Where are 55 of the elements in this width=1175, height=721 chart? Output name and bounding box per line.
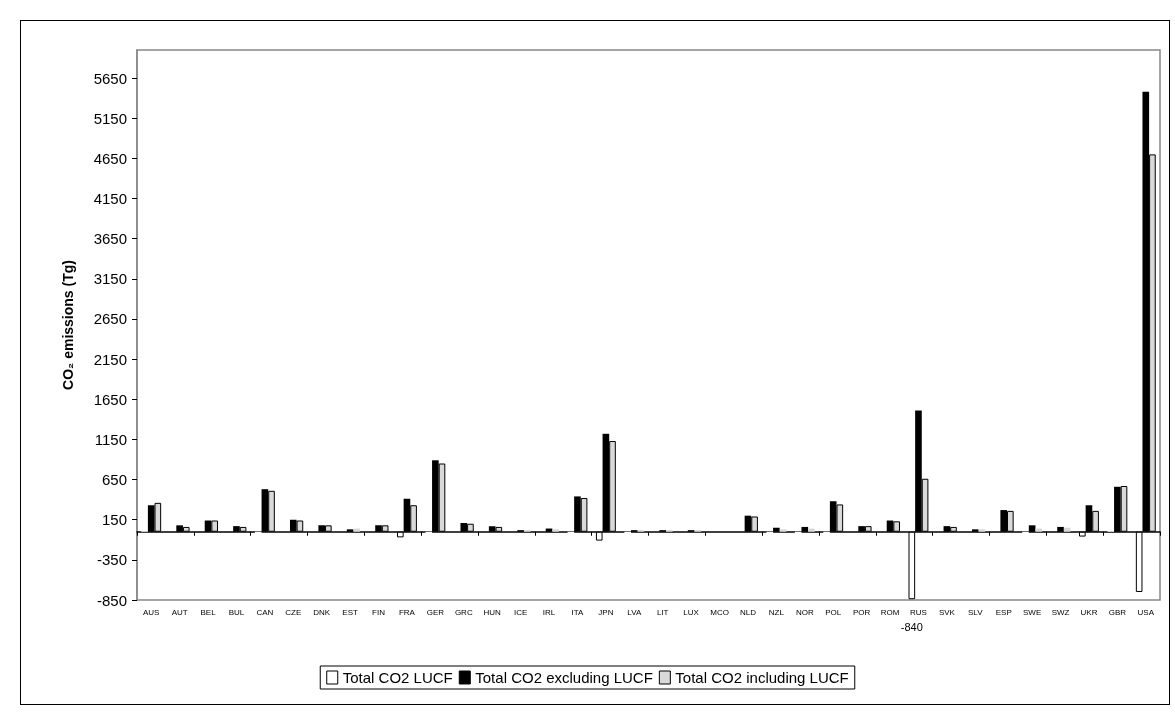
legend-label: Total CO2 including LUCF (675, 669, 849, 686)
x-tick-label: AUS (142, 607, 160, 617)
x-tick-label: SVK (938, 607, 956, 617)
x-tick-label: SWE (1023, 607, 1042, 617)
y-tick-label: 4150 (93, 190, 127, 208)
legend-label: Total CO2 LUCF (342, 669, 453, 686)
x-tick-label: GBR (1108, 607, 1127, 617)
y-tick-label: 650 (101, 471, 127, 489)
y-tick-label: 5150 (93, 109, 127, 127)
y-tick-label: 150 (101, 511, 127, 529)
y-tick-label: 2650 (93, 310, 127, 328)
y-tick-label: -850 (96, 591, 127, 609)
x-tick-label: NZL (768, 607, 785, 617)
x-tick-label: EST (342, 607, 359, 617)
y-tick-label: 1650 (93, 390, 127, 408)
x-tick-label: JPN (598, 607, 614, 617)
x-tick-label: POL (825, 607, 842, 617)
x-tick-label: CAN (256, 607, 274, 617)
x-tick-label: NOR (795, 607, 814, 617)
y-tick-label: -350 (96, 551, 127, 569)
legend-label: Total CO2 excluding LUCF (475, 669, 653, 686)
x-tick-label: BEL (200, 607, 217, 617)
x-tick-label: UKR (1080, 607, 1098, 617)
x-tick-label: ITA (571, 607, 585, 617)
x-tick-label: BUL (228, 607, 245, 617)
x-tick-label: SWZ (1051, 607, 1070, 617)
x-tick-label: LIT (656, 607, 669, 617)
y-tick-label: 2150 (93, 350, 127, 368)
y-tick-label: 5650 (93, 69, 127, 87)
x-tick-label: POR (852, 607, 871, 617)
x-tick-label: LUX (683, 607, 700, 617)
x-tick-label: ROM (880, 607, 900, 617)
y-axis-title: CO₂ emissions (Tg) (60, 260, 76, 390)
x-tick-label: FIN (372, 607, 386, 617)
x-tick-label: SLV (968, 607, 984, 617)
x-tick-label: AUT (171, 607, 188, 617)
x-tick-label: ESP (995, 607, 1012, 617)
x-tick-label: HUN (483, 607, 502, 617)
y-tick-label: 3650 (93, 230, 127, 248)
x-tick-label: RUS (910, 607, 927, 617)
y-tick-label: 3150 (93, 270, 127, 288)
y-tick-label: 1150 (94, 430, 127, 448)
x-tick-label: FRA (398, 607, 416, 617)
x-tick-label: DNK (313, 607, 331, 617)
x-tick-label: NLD (739, 607, 757, 617)
x-tick-label: GRC (454, 607, 473, 617)
x-tick-label: MCO (710, 607, 729, 617)
x-tick-label: USA (1137, 607, 1155, 617)
x-tick-label: CZE (285, 607, 302, 617)
x-tick-label: ICE (513, 607, 528, 617)
y-tick-label: 4650 (93, 149, 127, 167)
x-tick-label: IRL (542, 607, 556, 617)
data-label: -840 (900, 620, 923, 633)
x-tick-label: LVA (627, 607, 642, 617)
x-tick-label: GER (426, 607, 445, 617)
